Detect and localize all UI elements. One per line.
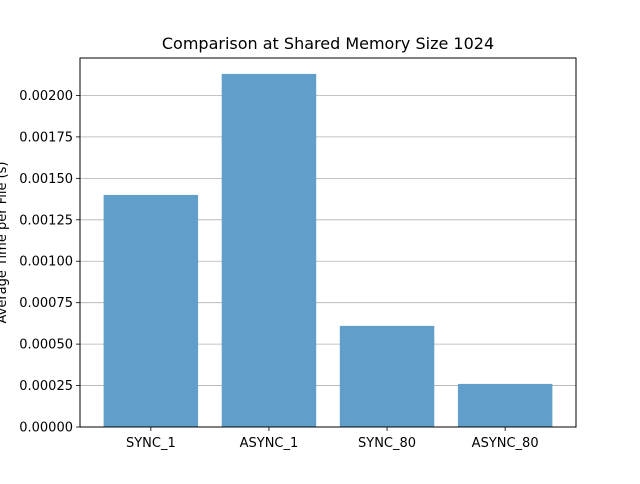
x-tick-label: SYNC_80 [358,436,416,451]
y-tick-label: 0.00175 [19,130,73,145]
bar-layer [103,73,553,427]
x-tick-label: SYNC_1 [126,436,176,451]
y-tick-label: 0.00050 [19,338,73,353]
plot-frame [79,57,577,428]
y-tick-label: 0.00075 [19,296,73,311]
x-tick-label: ASYNC_80 [472,436,539,451]
y-tick-label: 0.00150 [19,172,73,187]
y-tick-label: 0.00200 [19,89,73,104]
y-tick-label: 0.00125 [19,213,73,228]
y-axis-label: Average Time per File (s) [0,162,10,324]
bar-async-1 [221,73,317,427]
x-tick-label: ASYNC_1 [240,436,299,451]
bar-async-80 [457,383,553,427]
y-tick-layer: 0.00000 0.00025 0.00050 0.00075 0.00100 0.001… [19,89,80,436]
bar-sync-1 [103,194,199,427]
chart-title: Comparison at Shared Memory Size 1024 [162,34,494,53]
y-tick-label: 0.00000 [19,421,73,436]
y-tick-label: 0.00100 [19,255,73,270]
bar-sync-80 [339,325,435,427]
x-tick-layer: SYNC_1 ASYNC_1 SYNC_80 ASYNC_80 [126,427,539,451]
y-tick-label: 0.00025 [19,379,73,394]
